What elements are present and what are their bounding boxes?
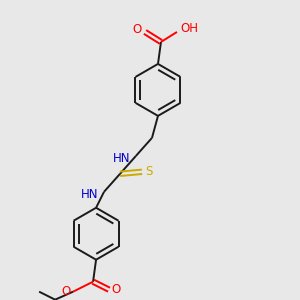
Text: HN: HN <box>81 188 98 201</box>
Text: O: O <box>61 285 71 298</box>
Text: O: O <box>132 23 142 37</box>
Text: O: O <box>111 283 121 296</box>
Text: S: S <box>145 165 153 178</box>
Text: HN: HN <box>112 152 130 165</box>
Text: OH: OH <box>180 22 198 35</box>
